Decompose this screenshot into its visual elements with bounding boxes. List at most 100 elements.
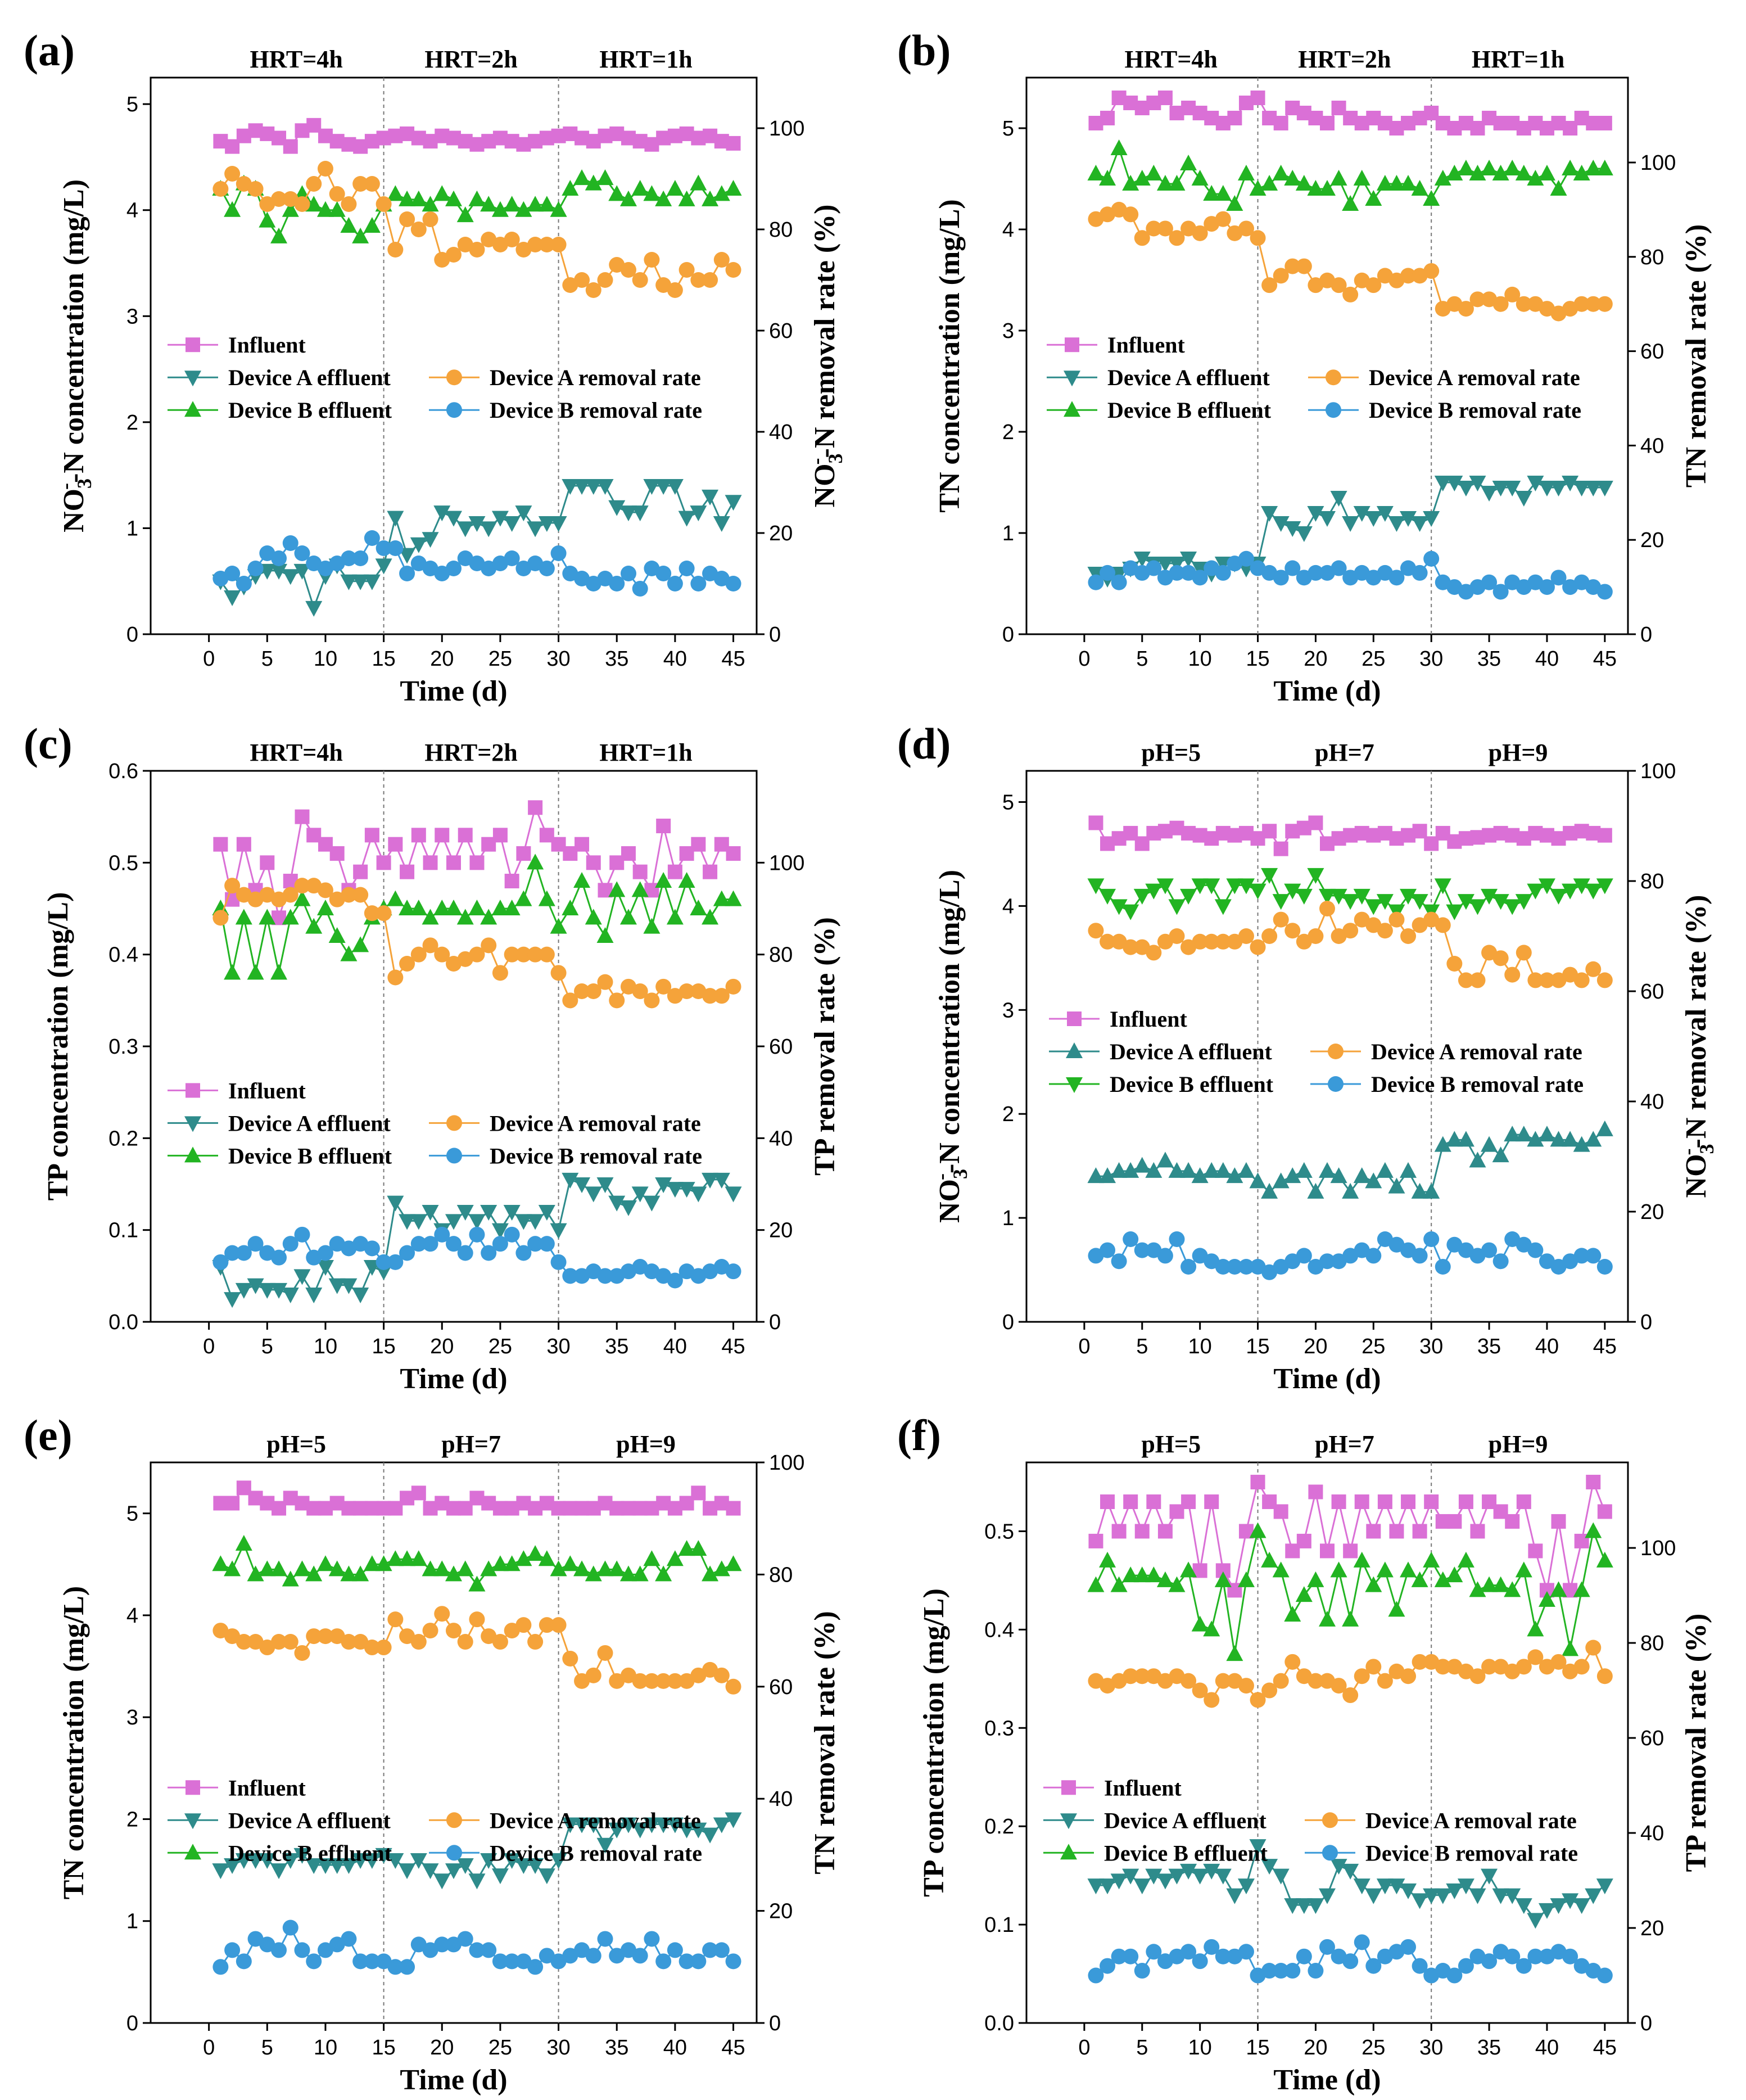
data-point	[619, 909, 637, 925]
data-point	[702, 1172, 719, 1189]
legend-marker	[1328, 1076, 1344, 1092]
data-point	[1272, 894, 1290, 910]
data-point	[1411, 1893, 1428, 1909]
data-point	[1365, 511, 1382, 527]
data-point	[468, 1214, 486, 1230]
series-line	[220, 485, 734, 611]
y-axis-title: TP concentration (mg/L)	[918, 1588, 950, 1897]
data-point	[1400, 175, 1417, 191]
data-point	[504, 1623, 520, 1639]
y2-axis-title-pre: NO	[1680, 1154, 1712, 1198]
y-axis-title: TN concentration (mg/L)	[934, 199, 966, 512]
legend-marker	[1066, 1042, 1083, 1058]
data-point	[341, 1634, 357, 1650]
data-point	[224, 1292, 241, 1308]
data-point	[1457, 481, 1474, 496]
data-point	[1331, 560, 1347, 576]
x-tick-label: 0	[1078, 2036, 1090, 2060]
data-point	[1319, 888, 1336, 905]
series-device-a-removal-rate	[1088, 201, 1613, 322]
data-point	[1261, 928, 1278, 944]
data-point	[503, 1205, 521, 1221]
data-point	[1284, 923, 1301, 939]
data-point	[1214, 899, 1232, 915]
x-tick-label: 5	[1136, 2036, 1148, 2060]
data-point	[621, 846, 636, 861]
data-point	[1249, 1172, 1266, 1189]
data-point	[481, 1245, 497, 1261]
y2-axis-title: NO3--N removal rate (%)	[805, 205, 847, 508]
data-point	[410, 1936, 427, 1953]
data-point	[282, 1853, 299, 1869]
panel-label: (e)	[24, 1411, 73, 1460]
x-tick-label: 0	[1078, 1335, 1090, 1358]
data-point	[1237, 1571, 1255, 1587]
data-point	[1481, 1136, 1498, 1152]
data-point	[1295, 888, 1313, 905]
y-axis-title: NO3--N concentration (mg/L)	[930, 870, 971, 1223]
data-point	[1573, 1659, 1590, 1675]
data-point	[1515, 1561, 1532, 1578]
data-point	[585, 282, 601, 298]
data-point	[352, 1634, 369, 1650]
data-point	[1319, 901, 1335, 916]
x-tick-label: 5	[1136, 1335, 1148, 1358]
data-point	[702, 489, 719, 505]
data-point	[608, 881, 626, 897]
x-tick-label: 20	[430, 1335, 454, 1358]
data-point	[632, 1948, 648, 1964]
data-point	[1562, 1948, 1578, 1964]
legend-marker	[186, 337, 200, 353]
data-point	[655, 1673, 672, 1689]
data-point	[1249, 1839, 1266, 1855]
data-point	[1550, 180, 1567, 196]
data-point	[1573, 972, 1590, 988]
data-point	[469, 946, 485, 963]
data-point	[399, 1863, 416, 1880]
data-point	[1585, 160, 1602, 175]
data-point	[469, 242, 485, 258]
data-point	[1342, 923, 1359, 939]
data-point	[1134, 1242, 1150, 1258]
data-point	[236, 1245, 252, 1261]
y-axis-title-sub: 3	[73, 478, 96, 489]
y2-tick-label: 60	[1640, 980, 1664, 1004]
legend-marker	[1061, 1780, 1076, 1795]
data-point	[224, 964, 241, 980]
data-point	[1145, 1566, 1163, 1583]
data-point	[1550, 1581, 1567, 1597]
data-point	[1168, 175, 1186, 191]
data-point	[294, 545, 310, 561]
data-point	[341, 196, 357, 212]
data-point	[1585, 1131, 1602, 1147]
legend-label: Device A removal rate	[490, 365, 701, 390]
data-point	[643, 185, 661, 201]
data-point	[1411, 894, 1428, 910]
y2-axis-title: TN removal rate (%)	[809, 1611, 841, 1874]
data-point	[387, 540, 404, 556]
data-point	[1146, 1494, 1161, 1509]
data-point	[1562, 883, 1579, 900]
data-point	[1203, 1162, 1220, 1178]
data-point	[1389, 1524, 1404, 1539]
data-point	[1434, 1136, 1451, 1152]
data-point	[1169, 230, 1185, 246]
y2-axis-title: TP removal rate (%)	[809, 917, 841, 1176]
data-point	[1573, 296, 1590, 312]
data-point	[655, 1565, 672, 1582]
data-point	[527, 1858, 544, 1875]
data-point	[1261, 175, 1278, 191]
y-axis-title-sup: -	[54, 483, 76, 490]
data-point	[422, 909, 439, 925]
x-tick-label: 25	[1361, 1335, 1385, 1358]
x-tick-label: 10	[1188, 2036, 1212, 2060]
y2-axis-title-sub: 3	[1695, 1144, 1718, 1154]
data-point	[260, 855, 275, 870]
data-point	[643, 918, 661, 934]
data-point	[1597, 828, 1612, 843]
data-point	[690, 1953, 707, 1970]
data-point	[1411, 1571, 1428, 1587]
x-tick-label: 15	[1246, 2036, 1269, 2060]
data-point	[679, 262, 695, 278]
data-point	[270, 1560, 288, 1577]
